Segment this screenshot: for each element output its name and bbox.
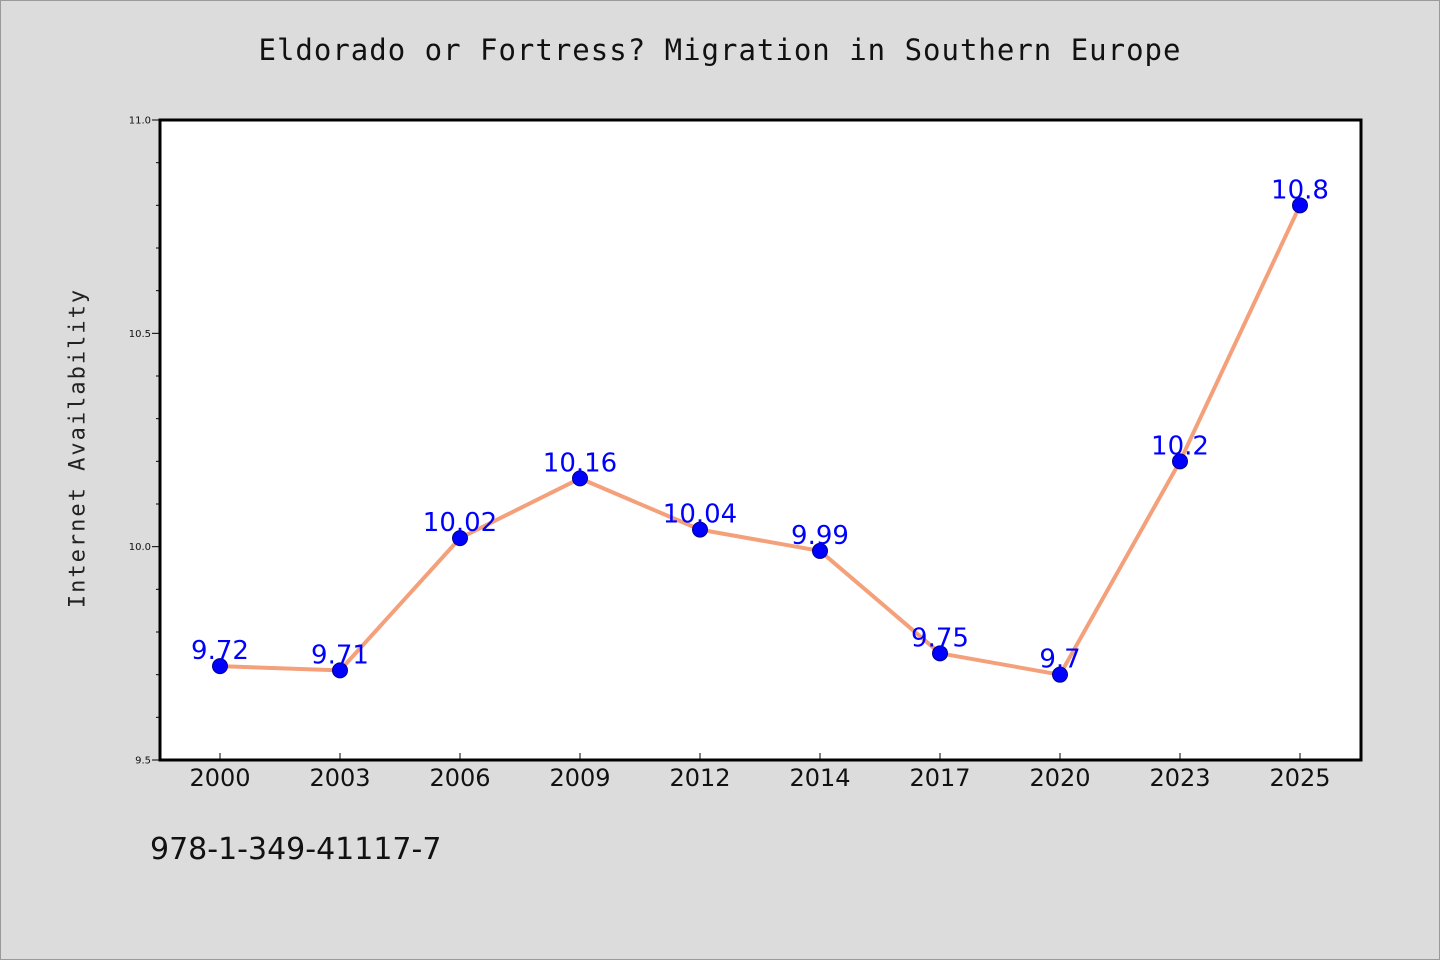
- y-axis: 9.5 10.0 10.5 11.0: [129, 116, 160, 767]
- data-point: [332, 662, 348, 679]
- data-label: 10.04: [663, 500, 737, 530]
- data-point: [452, 530, 468, 547]
- chart-title: Eldorado or Fortress? Migration in South…: [258, 33, 1182, 67]
- x-tick-label: 2003: [309, 764, 370, 792]
- x-tick-label: 2000: [189, 764, 250, 792]
- x-tick-label: 2014: [789, 764, 850, 792]
- data-point: [1292, 197, 1308, 214]
- data-label: 10.8: [1271, 175, 1329, 205]
- data-point: [692, 521, 708, 538]
- data-point: [1172, 453, 1188, 470]
- x-tick-label: 2023: [1149, 764, 1210, 792]
- data-point: [572, 470, 588, 487]
- plot-area: [158, 118, 1363, 762]
- data-point: [212, 658, 228, 675]
- data-point: [932, 645, 948, 662]
- y-tick-label: 9.5: [135, 756, 151, 767]
- data-point: [1052, 666, 1068, 683]
- x-tick-label: 2012: [669, 764, 730, 792]
- data-label: 9.7: [1039, 645, 1080, 675]
- data-point: [812, 542, 828, 559]
- x-tick-label: 2020: [1029, 764, 1090, 792]
- data-label: 10.16: [543, 448, 617, 478]
- y-tick-label: 11.0: [129, 116, 151, 127]
- series-layer: 9.72 9.71 10.02 10.16 10.04 9.99 9.75 9.7 10.2 10…: [191, 175, 1329, 683]
- x-tick-label: 2009: [549, 764, 610, 792]
- x-axis: 2000 2003 2006 2009 2012 2014 2017 2020 2023 2025: [189, 753, 1331, 792]
- y-tick-label: 10.0: [129, 542, 151, 553]
- isbn-text: 978-1-349-41117-7: [150, 832, 442, 867]
- data-label: 9.75: [911, 623, 969, 653]
- data-label: 9.72: [191, 636, 249, 666]
- x-tick-label: 2017: [909, 764, 970, 792]
- data-label: 9.71: [311, 640, 369, 670]
- data-label: 10.02: [423, 508, 497, 538]
- data-label: 9.99: [791, 521, 849, 551]
- y-tick-label: 10.5: [129, 329, 151, 340]
- x-tick-label: 2006: [429, 764, 490, 792]
- data-label: 10.2: [1151, 431, 1209, 461]
- series-line: [218, 203, 1302, 677]
- x-tick-label: 2025: [1269, 764, 1330, 792]
